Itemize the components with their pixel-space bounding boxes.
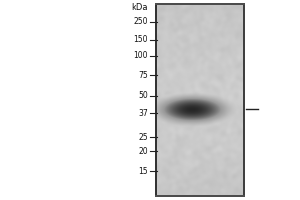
Text: 100: 100: [134, 51, 148, 60]
Text: 50: 50: [138, 92, 148, 100]
Text: 150: 150: [134, 36, 148, 45]
Text: 25: 25: [138, 132, 148, 142]
Text: 15: 15: [138, 166, 148, 176]
Text: 75: 75: [138, 71, 148, 79]
Text: kDa: kDa: [131, 3, 148, 12]
Text: 37: 37: [138, 108, 148, 117]
Text: 250: 250: [134, 18, 148, 26]
Text: 20: 20: [138, 146, 148, 156]
